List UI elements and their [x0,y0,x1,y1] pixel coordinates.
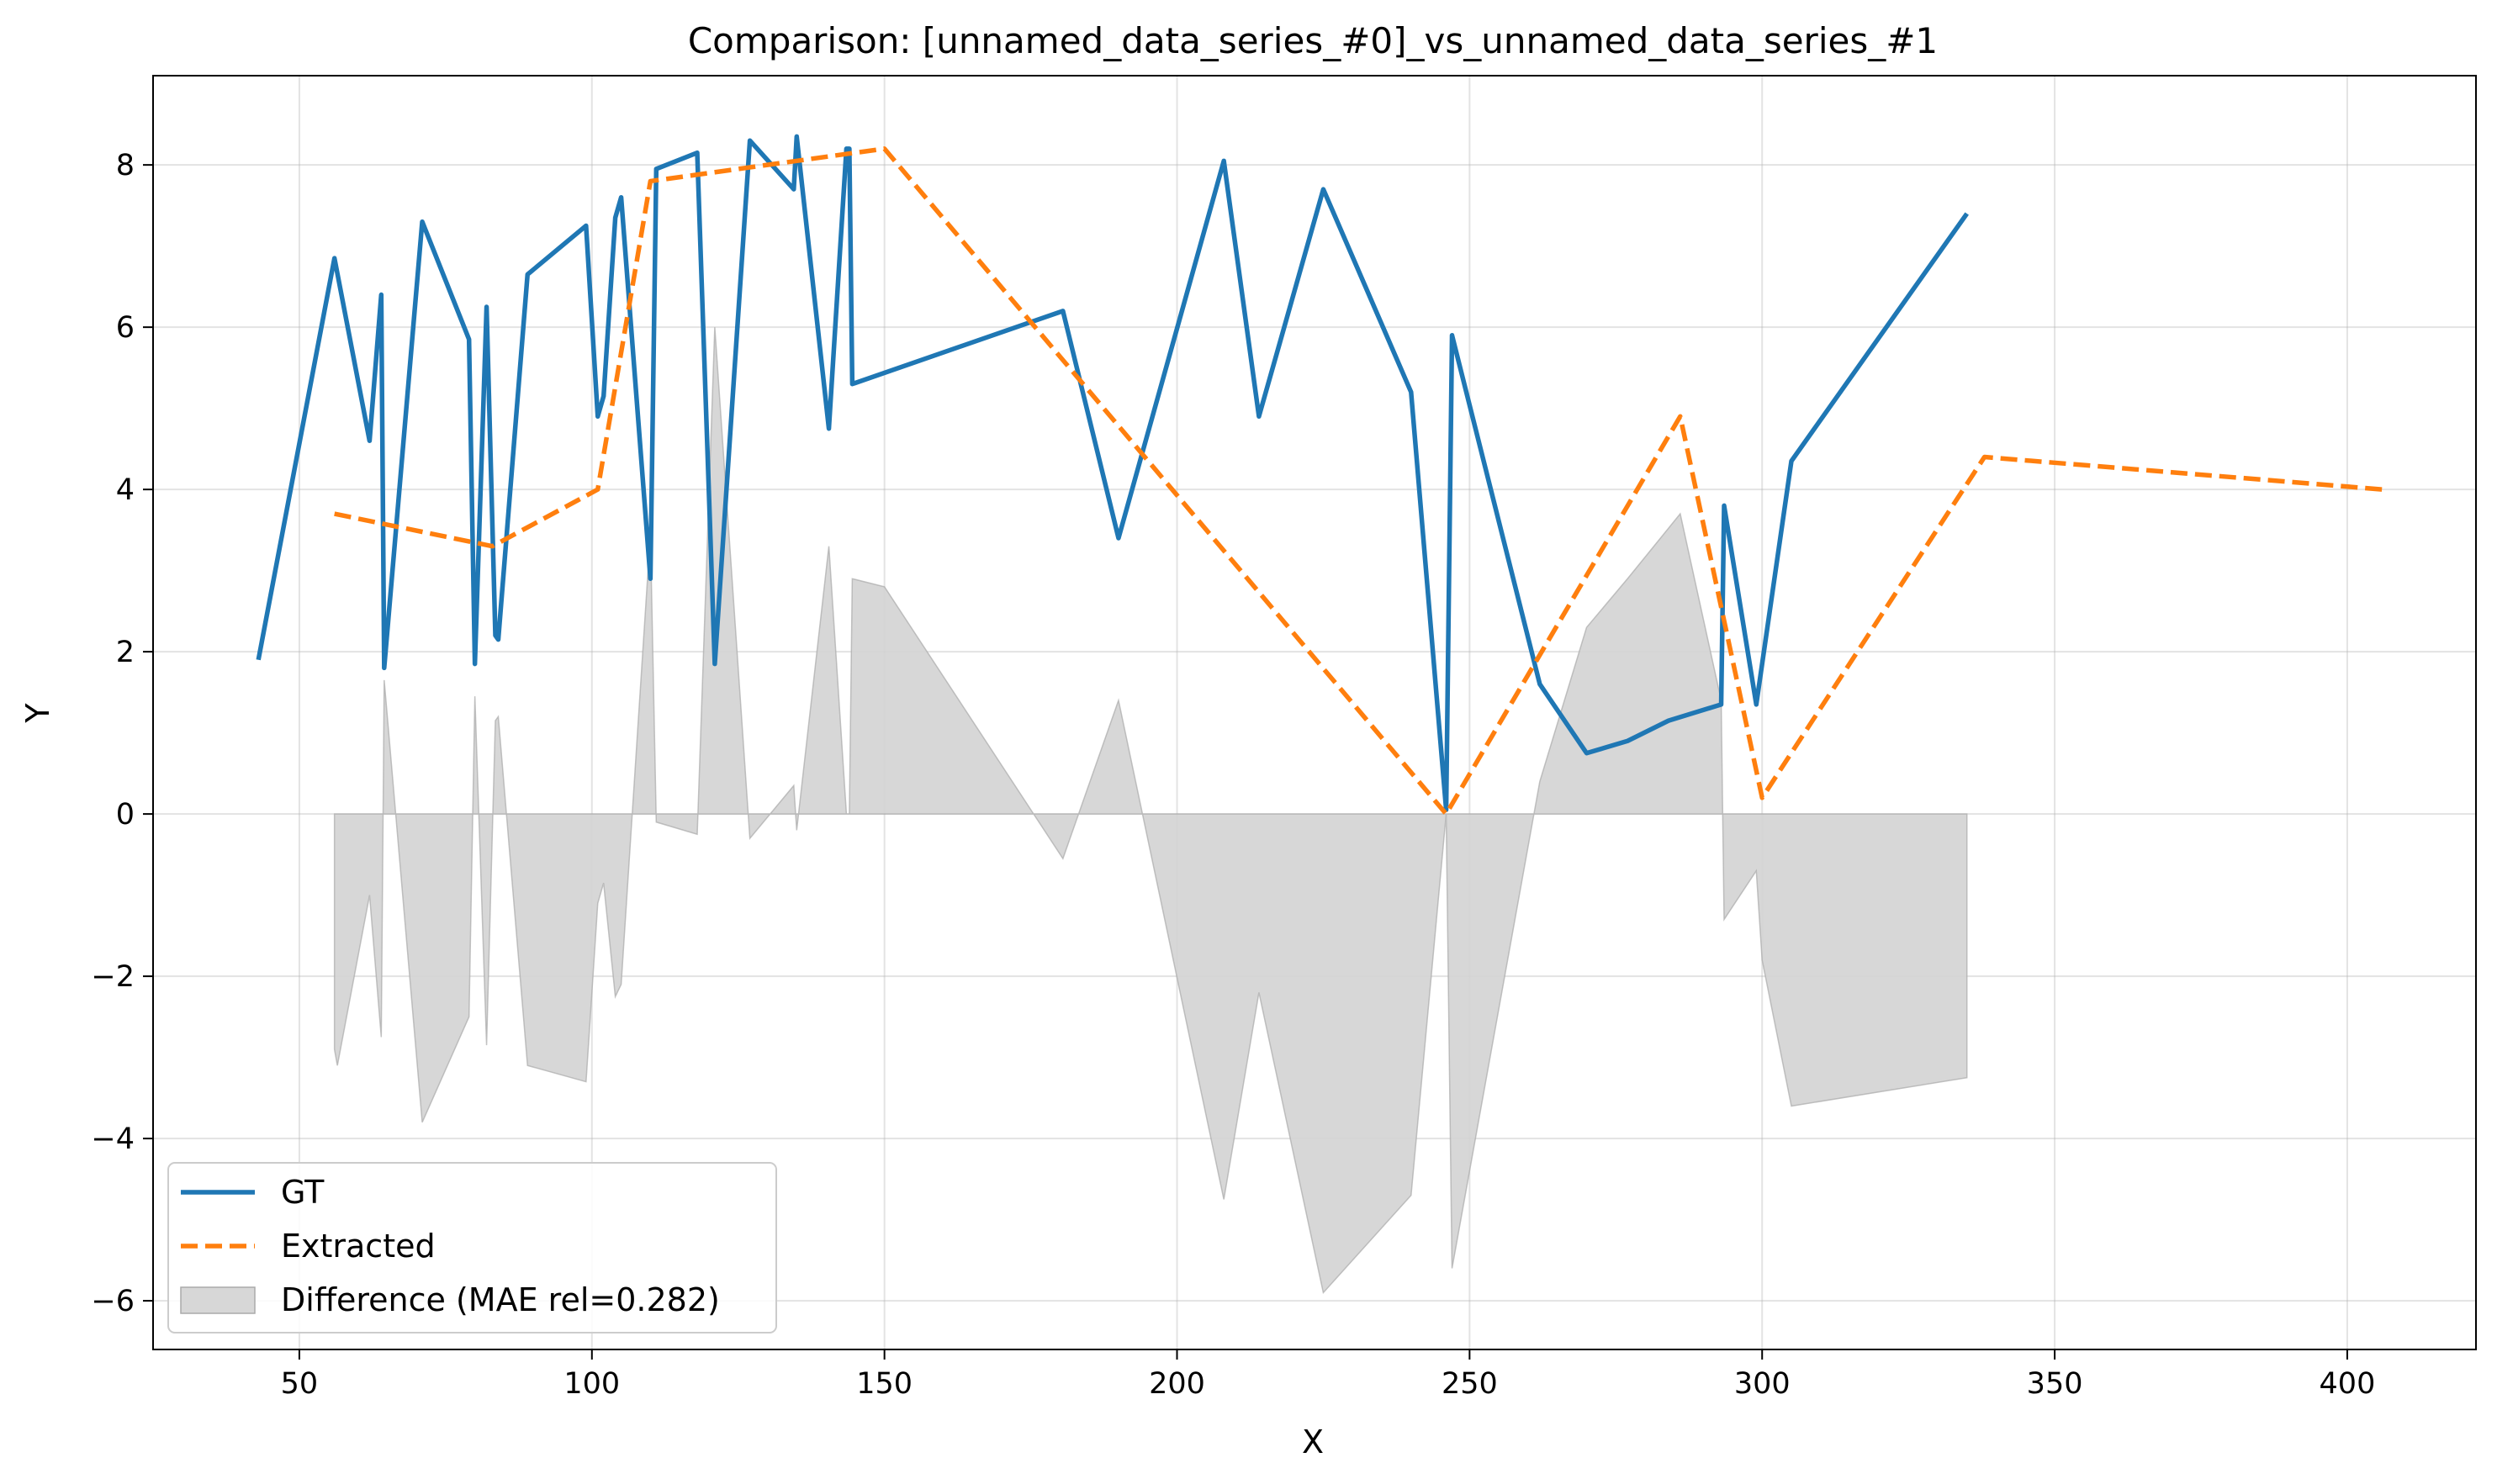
series-line-extracted [334,146,2383,816]
legend-swatch-difference [180,1286,256,1314]
difference-fill-layer [333,327,1968,1295]
y-tick-label: 8 [116,149,135,182]
y-tick-label: 6 [116,311,135,345]
legend-label-extracted: Extracted [281,1228,436,1265]
x-tick-label: 150 [856,1367,913,1401]
y-axis-ticks: −6 −4 −2 0 2 4 6 8 [91,149,153,1318]
y-tick-label: 4 [116,473,135,507]
chart-title: Comparison: [unnamed_data_series_#0]_vs_… [688,20,1938,61]
legend-label-gt: GT [281,1174,325,1211]
x-tick-label: 200 [1149,1367,1205,1401]
plot-frame [152,75,2477,1350]
legend-box [167,1162,777,1333]
x-axis-title: X [1302,1423,1324,1460]
legend-label-difference: Difference (MAE rel=0.282) [281,1281,720,1318]
x-tick-label: 400 [2320,1367,2376,1401]
x-tick-label: 250 [1442,1367,1498,1401]
x-axis-ticks: 50 100 150 200 250 300 350 400 [281,1349,2376,1401]
y-axis-title: Y [19,703,56,724]
x-tick-label: 100 [563,1367,620,1401]
y-tick-label: 2 [116,636,135,669]
series-layer [256,134,2383,816]
x-tick-label: 350 [2027,1367,2083,1401]
y-tick-label: −6 [91,1285,135,1318]
y-tick-label: 0 [116,798,135,832]
x-tick-label: 300 [1734,1367,1791,1401]
legend: GT Extracted Difference (MAE rel=0.282) [167,1162,777,1333]
y-tick-label: −2 [91,960,135,994]
x-tick-label: 50 [281,1367,319,1401]
difference-area [333,327,1968,1295]
y-tick-label: −4 [91,1122,135,1156]
